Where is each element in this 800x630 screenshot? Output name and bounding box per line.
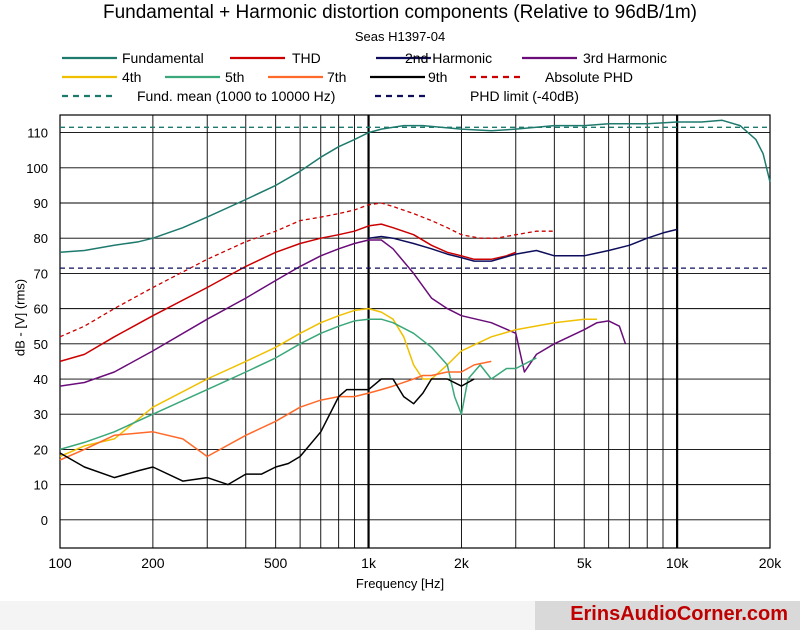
series-line-4	[59, 307, 597, 458]
footer-banner: ErinsAudioCorner.com	[535, 601, 800, 630]
series-line-6	[59, 360, 492, 461]
chart-subtitle: Seas H1397-04	[354, 29, 446, 44]
series-line-8	[59, 202, 555, 338]
y-tick-label: 60	[34, 302, 48, 317]
series-line-5	[59, 318, 537, 451]
plot-background	[60, 115, 770, 548]
chart-title: Fundamental + Harmonic distortion compon…	[102, 2, 698, 23]
legend-label-6: 7th	[327, 69, 346, 85]
legend-label-2: 2nd Harmonic	[405, 50, 492, 66]
y-tick-label: 110	[27, 126, 48, 141]
x-axis-label: Frequency [Hz]	[355, 576, 445, 591]
y-tick-label: 0	[41, 513, 48, 528]
x-tick-label: 100	[48, 555, 72, 571]
x-tick-label: 200	[141, 555, 165, 571]
y-tick-label: 40	[34, 372, 48, 387]
legend-label-7: 9th	[428, 69, 447, 85]
x-tick-label: 2k	[454, 555, 470, 571]
series-line-0	[59, 119, 771, 254]
legend-label-9: Fund. mean (1000 to 10000 Hz)	[137, 88, 335, 104]
legend-label-8: Absolute PHD	[545, 69, 633, 85]
y-axis-label: dB - [V] (rms)	[12, 278, 28, 357]
y-tick-label: 30	[34, 407, 48, 422]
legend-label-1: THD	[292, 50, 321, 66]
y-tick-label: 80	[34, 231, 48, 246]
series-line-1	[59, 223, 517, 363]
y-tick-label: 10	[34, 478, 48, 493]
y-tick-label: 100	[26, 161, 48, 176]
x-tick-label: 1k	[361, 555, 377, 571]
series-line-7	[59, 378, 475, 486]
brand-logo: ErinsAudioCorner.com	[570, 603, 788, 625]
y-tick-label: 20	[34, 442, 48, 457]
x-tick-label: 500	[264, 555, 288, 571]
footer-strip	[0, 601, 535, 630]
legend-label-4: 4th	[122, 69, 141, 85]
x-tick-label: 10k	[666, 555, 690, 571]
series-line-2	[368, 228, 678, 262]
y-tick-label: 50	[34, 337, 48, 352]
legend-label-5: 5th	[225, 69, 244, 85]
legend-label-3: 3rd Harmonic	[583, 50, 667, 66]
x-tick-label: 20k	[759, 555, 783, 571]
x-tick-label: 5k	[577, 555, 593, 571]
legend-label-0: Fundamental	[122, 50, 204, 66]
legend-label-10: PHD limit (-40dB)	[470, 88, 579, 104]
y-tick-label: 90	[34, 196, 48, 211]
plot-frame	[59, 114, 771, 549]
y-tick-label: 70	[34, 266, 48, 281]
series-line-3	[59, 239, 627, 387]
